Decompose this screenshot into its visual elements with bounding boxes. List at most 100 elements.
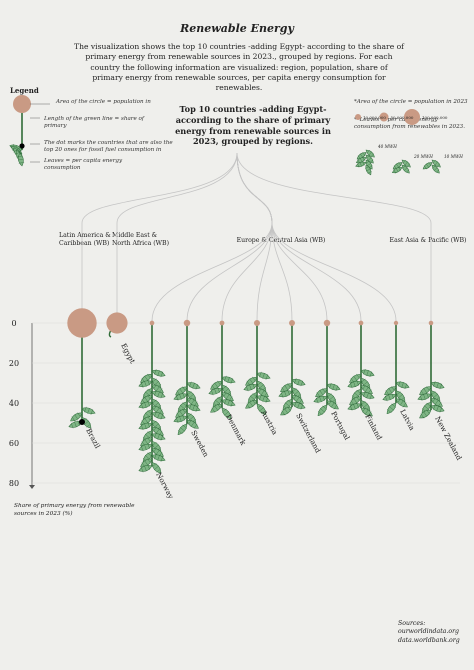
leaf — [419, 409, 432, 419]
leaf — [221, 398, 236, 407]
branch-line — [236, 152, 432, 321]
leaf-vein — [151, 399, 157, 404]
leaf — [315, 388, 328, 398]
leaf-vein — [147, 389, 153, 394]
leaf-vein — [369, 371, 373, 378]
leaf-vein — [224, 411, 229, 416]
leaf-vein — [322, 405, 328, 410]
y-tick-label: 60 — [9, 439, 19, 448]
leaf — [256, 371, 271, 380]
leaf — [151, 447, 164, 457]
leaf-vein — [398, 380, 401, 387]
leaf — [365, 159, 373, 170]
leaf — [326, 382, 341, 392]
leaf-vein — [356, 380, 359, 386]
leaf-vein — [403, 167, 408, 171]
country-label: New Zealand — [433, 415, 464, 462]
leaf-vein — [432, 159, 436, 164]
country-label: Austria — [259, 408, 280, 437]
leaf-vein — [217, 380, 221, 386]
leaf-vein — [214, 405, 219, 411]
leaf-vein — [147, 422, 150, 428]
leaf-vein — [147, 373, 151, 379]
leaf-cluster — [382, 380, 410, 415]
leaf-vein — [147, 400, 150, 407]
leaf-vein — [426, 386, 430, 392]
leaf-vein — [287, 399, 293, 404]
leaf-vein — [366, 149, 370, 154]
leaf-vein — [190, 399, 195, 405]
leaf-cluster — [313, 382, 341, 417]
leaf-vein — [74, 421, 77, 428]
leaf-vein — [154, 369, 157, 375]
country-label: Latvia — [398, 408, 417, 433]
leaf — [186, 419, 199, 429]
leaf-vein — [144, 380, 147, 387]
leaf — [430, 404, 445, 413]
leaf-vein — [399, 400, 404, 406]
scale-circle-label: 50,000,000 — [391, 115, 414, 120]
leaf — [422, 162, 433, 170]
leaf-vein — [366, 392, 369, 399]
leaf-vein — [144, 375, 149, 381]
leaf-vein — [140, 403, 144, 409]
leaf-vein — [287, 383, 291, 389]
leaf — [326, 392, 337, 404]
leaf-vein — [17, 155, 24, 158]
leaf-vein — [319, 390, 324, 396]
leaf — [151, 369, 166, 378]
leaf-vein — [147, 458, 151, 464]
leaf-vein — [189, 403, 192, 410]
leaf-vein — [391, 386, 395, 392]
leaf-vein — [256, 404, 262, 409]
leaf-vein — [155, 428, 160, 434]
leaf-vein — [157, 370, 160, 377]
country-label: Brazil — [84, 427, 102, 451]
leaf — [278, 389, 293, 398]
population-circle — [183, 319, 191, 327]
leaf — [151, 462, 162, 474]
leaf-vein — [356, 396, 360, 402]
leaf-vein — [287, 389, 290, 396]
chart-title: Renewable Energy — [180, 22, 294, 35]
leaf-vein — [259, 394, 262, 401]
leaf — [431, 159, 441, 168]
leaf-vein — [179, 416, 182, 422]
leaf-vein — [144, 460, 149, 466]
leaf-vein — [428, 162, 432, 167]
leaf-vein — [154, 444, 159, 449]
leaf-vein — [157, 412, 160, 419]
leaf-vein — [182, 414, 185, 421]
leaf-vein — [153, 405, 157, 411]
leaf — [430, 397, 443, 407]
leaf-vein — [256, 381, 262, 386]
leaf-vein — [245, 385, 249, 392]
leaf-vein — [419, 395, 423, 401]
leaf-vein — [362, 161, 365, 166]
leaf-vein — [353, 403, 356, 410]
leaf-vein — [262, 372, 265, 379]
population-circle — [289, 320, 295, 326]
leaf-vein — [154, 402, 159, 407]
leaf-vein — [154, 423, 159, 428]
leaf-vein — [77, 420, 80, 427]
leaf — [177, 423, 188, 436]
leaf-vein — [262, 395, 265, 402]
y-tick-label: 80 — [9, 479, 19, 488]
leaf-vein — [175, 395, 179, 401]
leaf — [382, 393, 397, 402]
source-owid: ourworldindata.org — [398, 628, 459, 636]
leaf-vein — [261, 410, 267, 415]
leaf-vein — [160, 371, 164, 378]
scale-circle — [379, 112, 389, 122]
country-label: Portugal — [329, 410, 352, 442]
leaf — [401, 164, 410, 174]
scale-leaf-label: 40 MWH — [377, 144, 397, 149]
leaf-vein — [362, 385, 366, 391]
leaf-vein — [388, 388, 393, 394]
leaf — [395, 380, 410, 390]
leaf — [280, 406, 293, 416]
leaf-vein — [250, 395, 255, 400]
leaf — [245, 399, 258, 409]
leaf-vein — [384, 395, 388, 402]
